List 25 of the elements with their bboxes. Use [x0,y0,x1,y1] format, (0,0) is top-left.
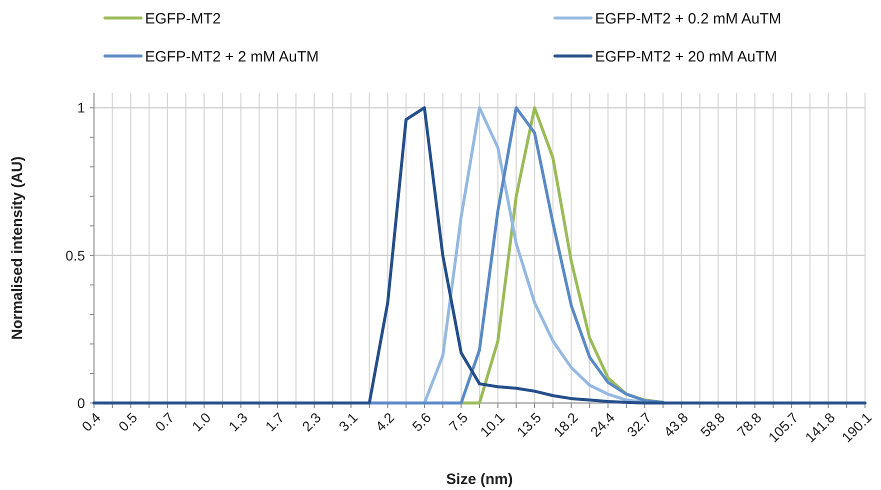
legend-label: EGFP-MT2 [145,10,221,28]
x-axis-title: Size (nm) [446,471,513,488]
y-tick-label: 1 [77,100,86,116]
line-series [368,106,665,404]
y-tick-label: 0.5 [66,247,86,264]
x-tick-label: 1.0 [188,409,214,434]
x-tick-label: 0.7 [152,409,178,434]
x-tick-label: 2.3 [298,409,324,434]
y-axis-title: Normalised intensity (AU) [9,156,26,340]
legend-label: EGFP-MT2 + 2 mM AuTM [145,48,319,66]
x-tick-label: 10.1 [476,409,508,440]
x-tick-label: 4.2 [372,409,398,434]
x-tick-label: 0.4 [78,409,104,434]
x-tick-label: 7.5 [446,409,471,434]
x-tick-label: 5.6 [408,409,434,434]
x-tick-label: 3.1 [336,409,361,434]
y-tick-label: 0 [77,394,86,411]
x-tick-label: 1.7 [262,409,288,434]
legend-label: EGFP-MT2 + 0.2 mM AuTM [595,10,782,28]
x-tick-label: 43.8 [660,409,692,440]
x-tick-label: 58.8 [697,409,728,440]
x-tick-label: 1.3 [225,409,251,434]
x-tick-label: 0.5 [115,409,140,434]
x-tick-label: 78.8 [734,409,765,440]
legend-label: EGFP-MT2 + 20 mM AuTM [595,48,778,66]
